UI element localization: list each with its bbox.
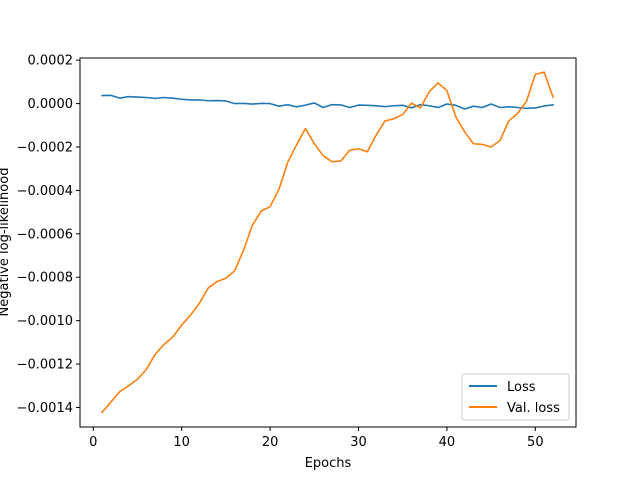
y-tick-label: 0.0000 xyxy=(28,97,74,112)
x-tick-label: 40 xyxy=(439,435,456,450)
y-tick-label: −0.0006 xyxy=(17,227,73,242)
plot-background xyxy=(80,58,576,427)
legend: Loss Val. loss xyxy=(461,373,570,421)
series-line-1 xyxy=(100,71,555,414)
x-tick-label: 30 xyxy=(350,435,367,450)
y-tick-label: −0.0014 xyxy=(17,401,73,416)
legend-label-val-loss: Val. loss xyxy=(507,401,560,416)
y-tick-label: −0.0008 xyxy=(17,271,73,286)
plot-frame xyxy=(79,57,577,428)
x-tick-label: 0 xyxy=(89,435,97,450)
y-tick-label: 0.0002 xyxy=(28,54,74,69)
ticks-layer: 0 10 20 30 40 50 0.0002 0.0000 −0.0002 −0.0004 −0.… xyxy=(17,54,544,450)
y-tick-label: −0.0012 xyxy=(17,358,73,373)
y-tick-label: −0.0002 xyxy=(17,140,73,155)
x-tick-label: 50 xyxy=(527,435,544,450)
x-axis-label: Epochs xyxy=(305,456,352,471)
y-tick-label: −0.0004 xyxy=(17,184,73,199)
series-line-0 xyxy=(101,94,554,110)
y-tick-label: −0.0010 xyxy=(17,314,73,329)
legend-label-loss: Loss xyxy=(507,380,536,395)
x-tick-label: 20 xyxy=(262,435,279,450)
y-axis-label: Negative log-likelihood xyxy=(0,168,12,317)
x-tick-label: 10 xyxy=(173,435,190,450)
series-layer xyxy=(100,71,555,414)
